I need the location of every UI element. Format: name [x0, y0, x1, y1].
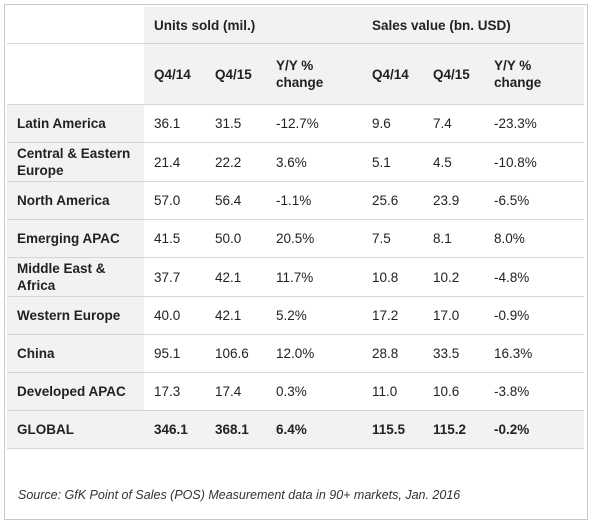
table-row: Emerging APAC 41.5 50.0 20.5% 7.5 8.1 8.… — [7, 220, 585, 258]
sales-yoy-cell: -0.2% — [484, 411, 585, 449]
global-total-row: GLOBAL 346.1 368.1 6.4% 115.5 115.2 -0.2… — [7, 411, 585, 449]
sales-q415-header: Q4/15 — [423, 44, 485, 105]
units-yoy-header: Y/Y % change — [266, 44, 363, 105]
units-yoy-cell: 6.4% — [266, 411, 363, 449]
sales-q415-cell: 10.6 — [423, 373, 485, 411]
units-q414-cell: 57.0 — [144, 182, 205, 220]
units-q415-cell: 31.5 — [205, 105, 266, 143]
units-q415-cell: 368.1 — [205, 411, 266, 449]
units-q414-cell: 95.1 — [144, 335, 205, 373]
sales-q414-cell: 11.0 — [362, 373, 424, 411]
units-q415-cell: 106.6 — [205, 335, 266, 373]
region-cell: Western Europe — [7, 297, 144, 335]
units-q414-cell: 37.7 — [144, 258, 205, 297]
source-note: Source: GfK Point of Sales (POS) Measure… — [18, 488, 461, 502]
sales-q415-cell: 7.4 — [423, 105, 485, 143]
table-row: Developed APAC 17.3 17.4 0.3% 11.0 10.6 … — [7, 373, 585, 411]
sales-q414-cell: 9.6 — [362, 105, 424, 143]
sales-q414-cell: 115.5 — [362, 411, 424, 449]
table-row: North America 57.0 56.4 -1.1% 25.6 23.9 … — [7, 182, 585, 220]
units-q414-header: Q4/14 — [144, 44, 205, 105]
sales-q415-cell: 8.1 — [423, 220, 485, 258]
sales-yoy-cell: -6.5% — [484, 182, 585, 220]
region-cell: Central & Eastern Europe — [7, 143, 144, 182]
sales-q415-cell: 33.5 — [423, 335, 485, 373]
sales-yoy-cell: -4.8% — [484, 258, 585, 297]
yoy-label-line2: change — [494, 75, 542, 90]
sales-yoy-cell: -23.3% — [484, 105, 585, 143]
units-q415-cell: 42.1 — [205, 297, 266, 335]
region-cell: Developed APAC — [7, 373, 144, 411]
region-cell: China — [7, 335, 144, 373]
sales-yoy-cell: -3.8% — [484, 373, 585, 411]
sales-yoy-cell: -0.9% — [484, 297, 585, 335]
table-row: Central & Eastern Europe 21.4 22.2 3.6% … — [7, 143, 585, 182]
sales-yoy-cell: 8.0% — [484, 220, 585, 258]
units-q415-cell: 17.4 — [205, 373, 266, 411]
sales-q414-cell: 17.2 — [362, 297, 424, 335]
table-row: Latin America 36.1 31.5 -12.7% 9.6 7.4 -… — [7, 105, 585, 143]
sales-yoy-header: Y/Y % change — [484, 44, 585, 105]
header-blank-cell — [7, 44, 144, 105]
sales-q415-cell: 23.9 — [423, 182, 485, 220]
sales-q414-cell: 28.8 — [362, 335, 424, 373]
sales-yoy-cell: 16.3% — [484, 335, 585, 373]
table-row: China 95.1 106.6 12.0% 28.8 33.5 16.3% — [7, 335, 585, 373]
units-yoy-cell: -12.7% — [266, 105, 363, 143]
units-q415-cell: 56.4 — [205, 182, 266, 220]
units-yoy-cell: 20.5% — [266, 220, 363, 258]
units-q415-cell: 50.0 — [205, 220, 266, 258]
units-q415-cell: 42.1 — [205, 258, 266, 297]
sales-q415-cell: 4.5 — [423, 143, 485, 182]
units-q414-cell: 21.4 — [144, 143, 205, 182]
units-yoy-cell: 11.7% — [266, 258, 363, 297]
sales-table: Units sold (mil.) Sales value (bn. USD) … — [7, 7, 585, 449]
region-cell: Latin America — [7, 105, 144, 143]
sales-q415-cell: 115.2 — [423, 411, 485, 449]
header-blank-cell — [7, 7, 144, 44]
column-header-row: Q4/14 Q4/15 Y/Y % change Q4/14 Q4/15 Y/Y … — [7, 44, 585, 105]
units-yoy-cell: 0.3% — [266, 373, 363, 411]
units-yoy-cell: 12.0% — [266, 335, 363, 373]
sales-q415-cell: 10.2 — [423, 258, 485, 297]
yoy-label-line1: Y/Y % — [494, 58, 532, 73]
sales-q414-header: Q4/14 — [362, 44, 424, 105]
units-q414-cell: 40.0 — [144, 297, 205, 335]
sales-yoy-cell: -10.8% — [484, 143, 585, 182]
units-q415-header: Q4/15 — [205, 44, 266, 105]
sales-value-header: Sales value (bn. USD) — [362, 7, 585, 44]
sales-q415-cell: 17.0 — [423, 297, 485, 335]
group-header-row: Units sold (mil.) Sales value (bn. USD) — [7, 7, 585, 44]
units-q415-cell: 22.2 — [205, 143, 266, 182]
units-yoy-cell: 5.2% — [266, 297, 363, 335]
yoy-label-line2: change — [276, 75, 324, 90]
sales-q414-cell: 25.6 — [362, 182, 424, 220]
region-cell: North America — [7, 182, 144, 220]
sales-q414-cell: 7.5 — [362, 220, 424, 258]
units-q414-cell: 36.1 — [144, 105, 205, 143]
region-cell: Emerging APAC — [7, 220, 144, 258]
units-yoy-cell: -1.1% — [266, 182, 363, 220]
units-q414-cell: 17.3 — [144, 373, 205, 411]
units-q414-cell: 41.5 — [144, 220, 205, 258]
region-cell: GLOBAL — [7, 411, 144, 449]
units-q414-cell: 346.1 — [144, 411, 205, 449]
yoy-label-line1: Y/Y % — [276, 58, 314, 73]
sales-q414-cell: 10.8 — [362, 258, 424, 297]
units-sold-header: Units sold (mil.) — [144, 7, 363, 44]
sales-q414-cell: 5.1 — [362, 143, 424, 182]
table-row: Western Europe 40.0 42.1 5.2% 17.2 17.0 … — [7, 297, 585, 335]
units-yoy-cell: 3.6% — [266, 143, 363, 182]
region-cell: Middle East & Africa — [7, 258, 144, 297]
table-row: Middle East & Africa 37.7 42.1 11.7% 10.… — [7, 258, 585, 297]
